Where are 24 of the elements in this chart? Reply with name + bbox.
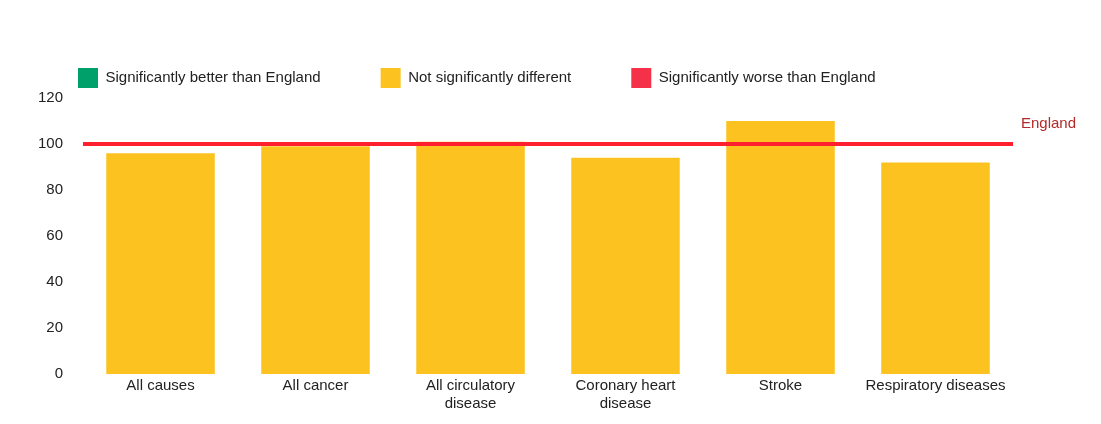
- bar: [106, 153, 215, 374]
- y-tick-label: 20: [46, 318, 64, 336]
- bar: [571, 157, 680, 374]
- y-tick-label: 100: [38, 134, 64, 152]
- category-label: disease: [599, 394, 652, 412]
- category-label: Stroke: [758, 376, 803, 394]
- ref-line-label: England: [1021, 114, 1077, 132]
- y-tick-label: 40: [46, 272, 64, 290]
- legend-label: Not significantly different: [408, 68, 573, 86]
- y-tick-label: 0: [54, 364, 64, 382]
- bar: [261, 146, 370, 374]
- legend-label: Significantly better than England: [105, 68, 321, 86]
- bar: [881, 162, 990, 374]
- legend-label: Significantly worse than England: [658, 68, 876, 86]
- category-label: Respiratory diseases: [865, 376, 1006, 394]
- y-tick-label: 60: [46, 226, 64, 244]
- category-label: All circulatory: [425, 376, 516, 394]
- category-label: All causes: [126, 376, 195, 394]
- y-tick-label: 80: [46, 180, 64, 198]
- y-tick-label: 120: [38, 88, 64, 106]
- category-label: Coronary heart: [575, 376, 676, 394]
- bar: [726, 121, 835, 374]
- category-label: All cancer: [282, 376, 349, 394]
- category-label: disease: [444, 394, 497, 412]
